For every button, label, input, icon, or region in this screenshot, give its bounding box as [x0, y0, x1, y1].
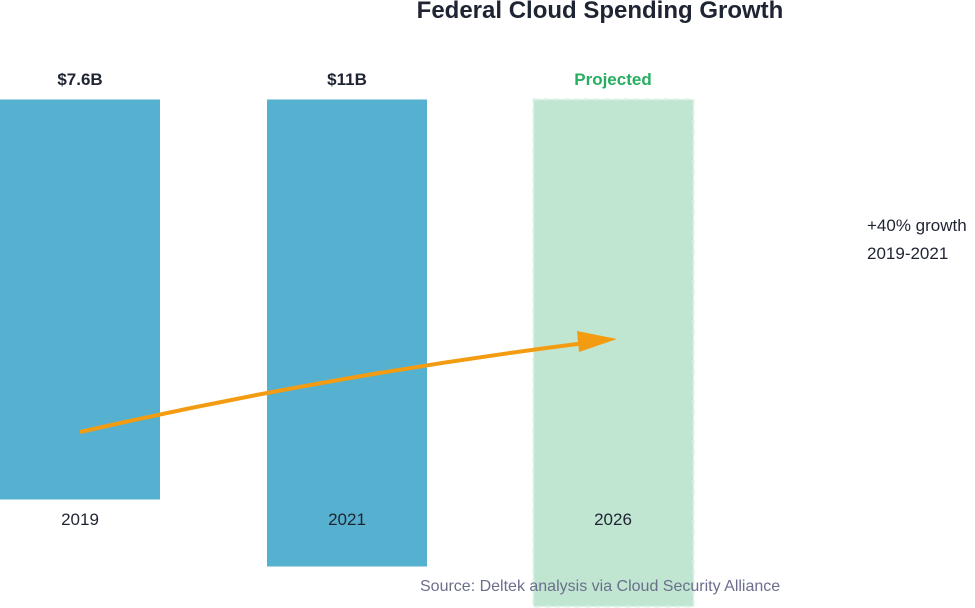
trend-arrow-line: [79, 341, 586, 434]
x-tick-2021: 2021: [328, 510, 366, 529]
x-tick-2026: 2026: [594, 510, 632, 529]
bar-2021: [267, 99, 427, 567]
value-label-2026: Projected: [574, 70, 652, 89]
trend-arrow-head-icon: [577, 331, 617, 352]
bar-2019: [0, 99, 160, 500]
growth-annotation-line2: 2019-2021: [867, 244, 949, 263]
x-tick-2019: 2019: [61, 510, 99, 529]
source-note: Source: Deltek analysis via Cloud Securi…: [420, 578, 781, 595]
bar-2026: [532, 98, 695, 608]
value-label-2021: $11B: [327, 70, 367, 89]
chart-title: Federal Cloud Spending Growth: [416, 0, 784, 24]
growth-annotation-line1: +40% growth: [867, 216, 967, 235]
value-label-2019: $7.6B: [57, 70, 103, 89]
